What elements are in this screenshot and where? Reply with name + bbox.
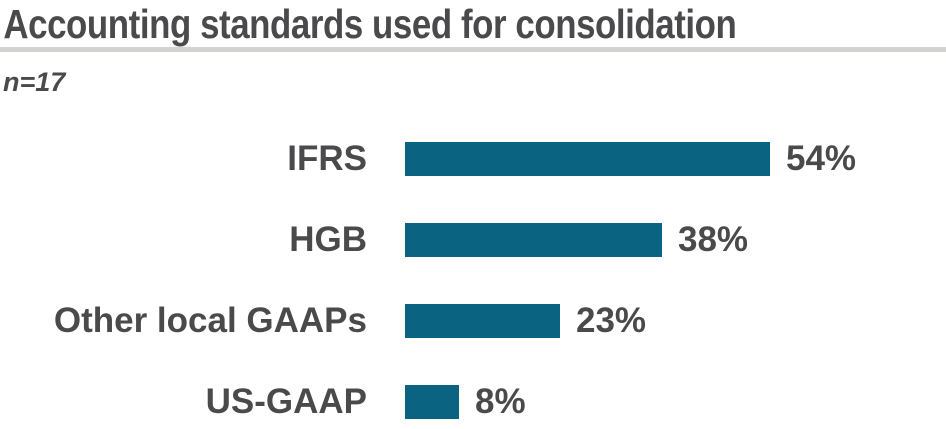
bar	[405, 141, 770, 176]
title-divider-line	[0, 47, 946, 52]
value-label: 54%	[786, 139, 857, 178]
sample-size-label: n=17	[3, 67, 66, 97]
value-label: 23%	[576, 301, 647, 340]
bar	[405, 303, 560, 338]
title-block: Accounting standards used for consolidat…	[0, 0, 946, 47]
category-label: IFRS	[287, 139, 367, 178]
category-label: HGB	[289, 220, 367, 259]
bar-row: HGB 38%	[0, 199, 946, 280]
bar-row: US-GAAP 8%	[0, 361, 946, 429]
category-label: US-GAAP	[205, 382, 367, 421]
bar-row: Other local GAAPs 23%	[0, 280, 946, 361]
category-label: Other local GAAPs	[53, 301, 367, 340]
bar-row: IFRS 54%	[0, 118, 946, 199]
chart-title: Accounting standards used for consolidat…	[3, 1, 737, 47]
bar-chart: IFRS 54% HGB 38% Other local GAAPs 23% US-GAAP…	[0, 118, 946, 429]
bar	[405, 222, 662, 257]
bar	[405, 384, 459, 419]
value-label: 38%	[678, 220, 749, 259]
value-label: 8%	[475, 382, 526, 421]
